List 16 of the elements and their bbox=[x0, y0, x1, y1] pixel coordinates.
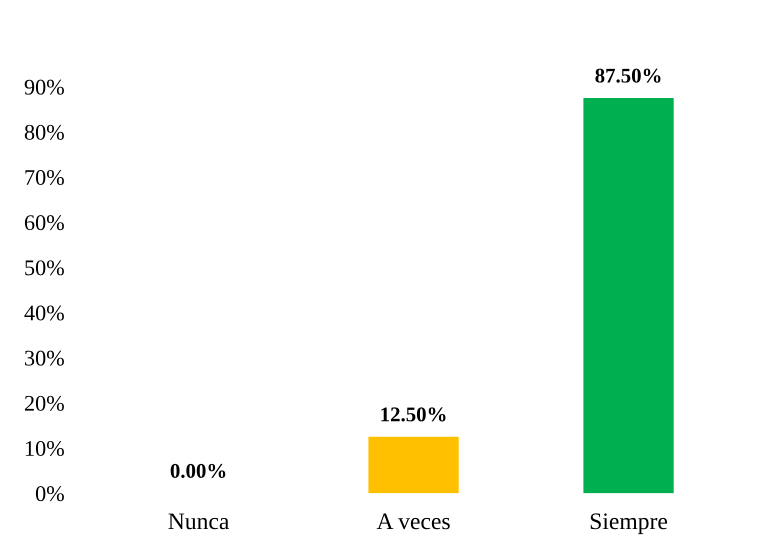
data-label: 0.00% bbox=[170, 464, 226, 478]
y-tick-label: 70% bbox=[25, 170, 64, 186]
y-tick-label: 10% bbox=[26, 440, 64, 456]
x-tick-label: A veces bbox=[376, 513, 450, 530]
y-tick-label: 30% bbox=[25, 350, 64, 366]
y-tick-label: 60% bbox=[24, 215, 64, 230]
y-tick-label: 0% bbox=[36, 486, 64, 502]
data-label: 12.50% bbox=[381, 407, 446, 422]
x-tick-label: Nunca bbox=[168, 514, 230, 530]
y-tick-label: 80% bbox=[24, 124, 64, 140]
y-tick-label: 50% bbox=[25, 260, 64, 276]
y-tick-label: 40% bbox=[24, 305, 64, 321]
y-tick-label: 90% bbox=[24, 80, 64, 95]
y-tick-label: 20% bbox=[24, 396, 64, 411]
x-tick-label: Siempre bbox=[590, 513, 668, 534]
data-label: 87.50% bbox=[595, 68, 660, 83]
